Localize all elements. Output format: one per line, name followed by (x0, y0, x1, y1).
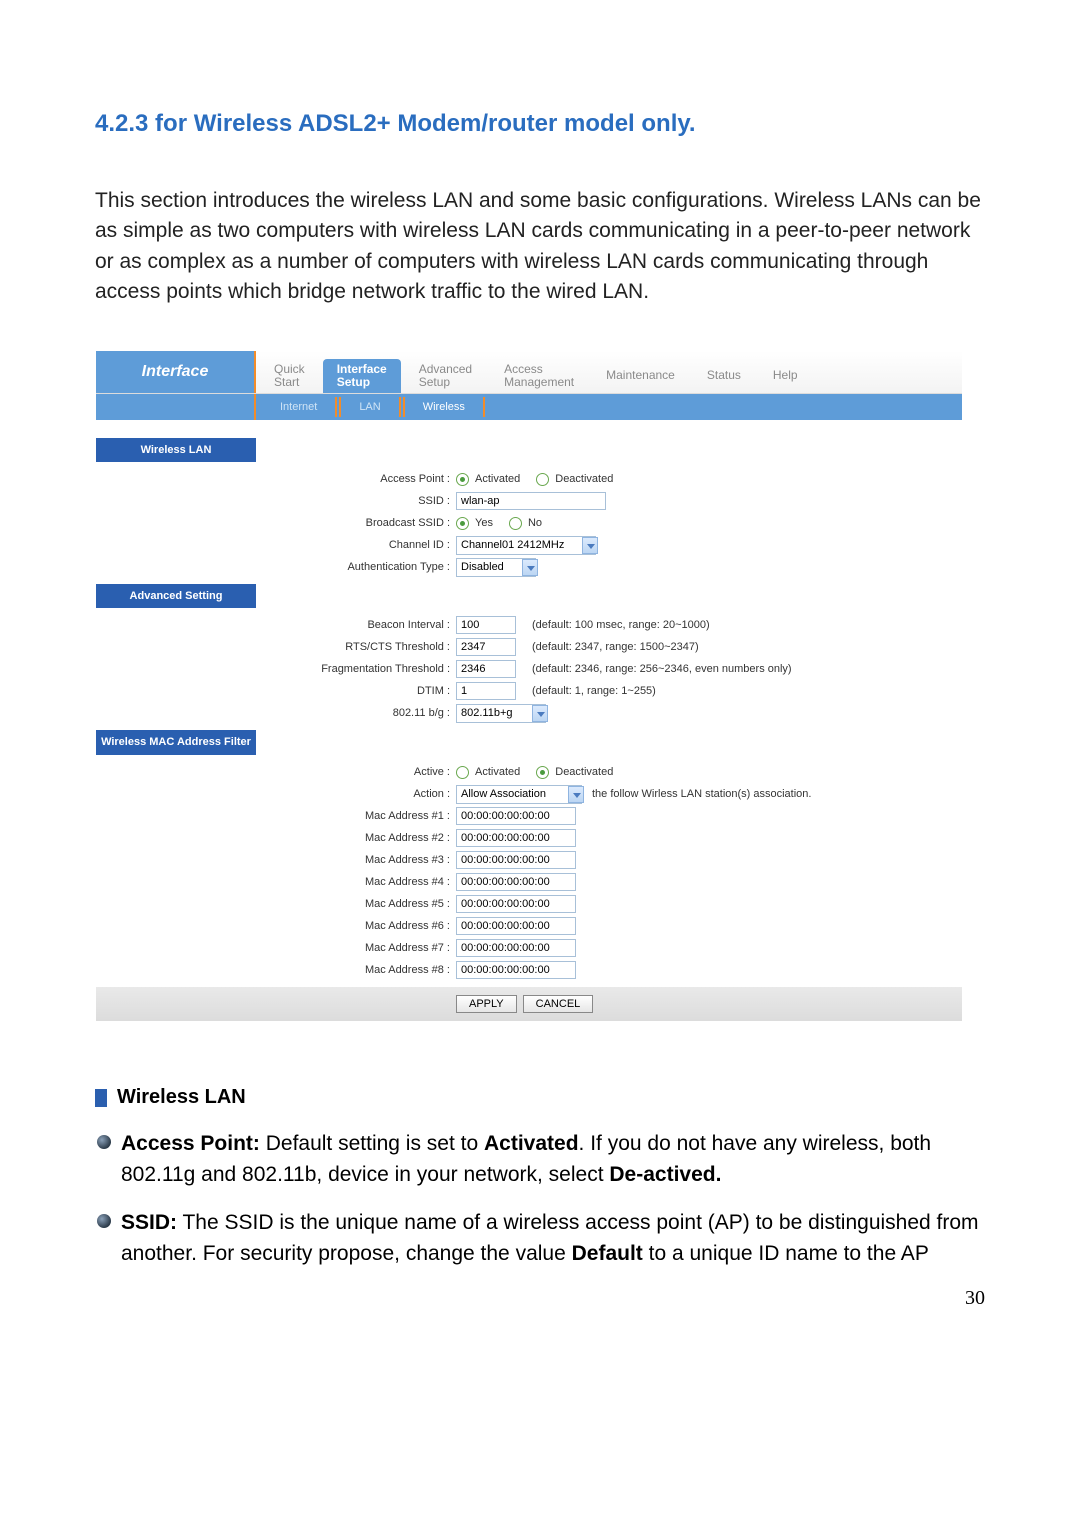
opt-mac-deactivated: Deactivated (555, 766, 613, 778)
nav-tab-5[interactable]: Status (693, 365, 755, 386)
radio-ap-activated[interactable] (456, 473, 469, 486)
input-ssid[interactable] (456, 492, 606, 510)
label-mode: 802.11 b/g : (256, 707, 456, 719)
label-mac-2: Mac Address #2 : (256, 832, 456, 844)
section-advanced: Advanced Setting (96, 584, 962, 608)
select-mac-action[interactable]: Allow Association (456, 785, 582, 804)
section-label-wlan: Wireless LAN (96, 438, 256, 462)
subnav-tab-wireless[interactable]: Wireless (403, 397, 485, 417)
label-mac-5: Mac Address #5 : (256, 898, 456, 910)
blue-square-icon (95, 1089, 107, 1107)
input-rts[interactable] (456, 638, 516, 656)
section-mac-filter: Wireless MAC Address Filter (96, 730, 962, 755)
input-mac-1[interactable] (456, 807, 576, 825)
input-mac-8[interactable] (456, 961, 576, 979)
sub-nav: InternetLANWireless (96, 394, 962, 420)
input-dtim[interactable] (456, 682, 516, 700)
label-auth: Authentication Type : (256, 561, 456, 573)
input-mac-4[interactable] (456, 873, 576, 891)
nav-tab-3[interactable]: AccessManagement (490, 359, 588, 393)
opt-broadcast-no: No (528, 517, 542, 529)
input-beacon[interactable] (456, 616, 516, 634)
bullet-icon (97, 1135, 111, 1149)
label-mac-4: Mac Address #4 : (256, 876, 456, 888)
label-dtim: DTIM : (256, 685, 456, 697)
label-frag: Fragmentation Threshold : (256, 663, 456, 675)
desc-access-point: Access Point: Default setting is set to … (95, 1129, 985, 1190)
panel-title: Interface (96, 351, 256, 393)
input-mac-7[interactable] (456, 939, 576, 957)
nav-tab-4[interactable]: Maintenance (592, 365, 689, 386)
subnav-tab-internet[interactable]: Internet (262, 397, 337, 417)
label-beacon: Beacon Interval : (256, 619, 456, 631)
action-bar: APPLY CANCEL (96, 987, 962, 1021)
label-rts: RTS/CTS Threshold : (256, 641, 456, 653)
top-nav: Interface QuickStartInterfaceSetupAdvanc… (96, 351, 962, 394)
label-broadcast: Broadcast SSID : (256, 517, 456, 529)
nav-tab-1[interactable]: InterfaceSetup (323, 359, 401, 393)
label-mac-6: Mac Address #6 : (256, 920, 456, 932)
select-mode[interactable]: 802.11b+g (456, 704, 546, 723)
nav-tab-6[interactable]: Help (759, 365, 812, 386)
hint-dtim: (default: 1, range: 1~255) (532, 685, 656, 697)
opt-ap-deactivated: Deactivated (555, 473, 613, 485)
radio-broadcast-yes[interactable] (456, 517, 469, 530)
radio-broadcast-no[interactable] (509, 517, 522, 530)
section-label-adv: Advanced Setting (96, 584, 256, 608)
label-channel: Channel ID : (256, 539, 456, 551)
label-mac-1: Mac Address #1 : (256, 810, 456, 822)
opt-ap-activated: Activated (475, 473, 520, 485)
input-frag[interactable] (456, 660, 516, 678)
hint-rts: (default: 2347, range: 1500~2347) (532, 641, 699, 653)
input-mac-6[interactable] (456, 917, 576, 935)
hint-beacon: (default: 100 msec, range: 20~1000) (532, 619, 710, 631)
section-wireless-lan: Wireless LAN (96, 438, 962, 462)
radio-mac-deactivated[interactable] (536, 766, 549, 779)
select-auth[interactable]: Disabled (456, 558, 536, 577)
label-mac-active: Active : (256, 766, 456, 778)
opt-mac-activated: Activated (475, 766, 520, 778)
opt-broadcast-yes: Yes (475, 517, 493, 529)
label-mac-action: Action : (256, 788, 456, 800)
section-heading: 4.2.3 for Wireless ADSL2+ Modem/router m… (95, 110, 985, 138)
bullet-icon (97, 1214, 111, 1228)
subnav-tab-lan[interactable]: LAN (339, 397, 400, 417)
section-label-mac: Wireless MAC Address Filter (96, 730, 256, 755)
cancel-button[interactable]: CANCEL (523, 995, 594, 1013)
radio-ap-deactivated[interactable] (536, 473, 549, 486)
nav-tab-0[interactable]: QuickStart (260, 359, 319, 393)
input-mac-3[interactable] (456, 851, 576, 869)
input-mac-2[interactable] (456, 829, 576, 847)
desc-heading: Wireless LAN (95, 1086, 985, 1109)
radio-mac-activated[interactable] (456, 766, 469, 779)
mac-action-tail: the follow Wirless LAN station(s) associ… (592, 788, 811, 800)
label-mac-3: Mac Address #3 : (256, 854, 456, 866)
label-mac-7: Mac Address #7 : (256, 942, 456, 954)
nav-tab-2[interactable]: AdvancedSetup (405, 359, 486, 393)
label-mac-8: Mac Address #8 : (256, 964, 456, 976)
label-access-point: Access Point : (256, 473, 456, 485)
select-channel[interactable]: Channel01 2412MHz (456, 536, 596, 555)
intro-paragraph: This section introduces the wireless LAN… (95, 186, 985, 308)
label-ssid: SSID : (256, 495, 456, 507)
router-config-panel: Interface QuickStartInterfaceSetupAdvanc… (95, 350, 963, 1023)
apply-button[interactable]: APPLY (456, 995, 517, 1013)
input-mac-5[interactable] (456, 895, 576, 913)
desc-ssid: SSID: The SSID is the unique name of a w… (95, 1208, 985, 1269)
page-number: 30 (95, 1287, 985, 1310)
hint-frag: (default: 2346, range: 256~2346, even nu… (532, 663, 792, 675)
